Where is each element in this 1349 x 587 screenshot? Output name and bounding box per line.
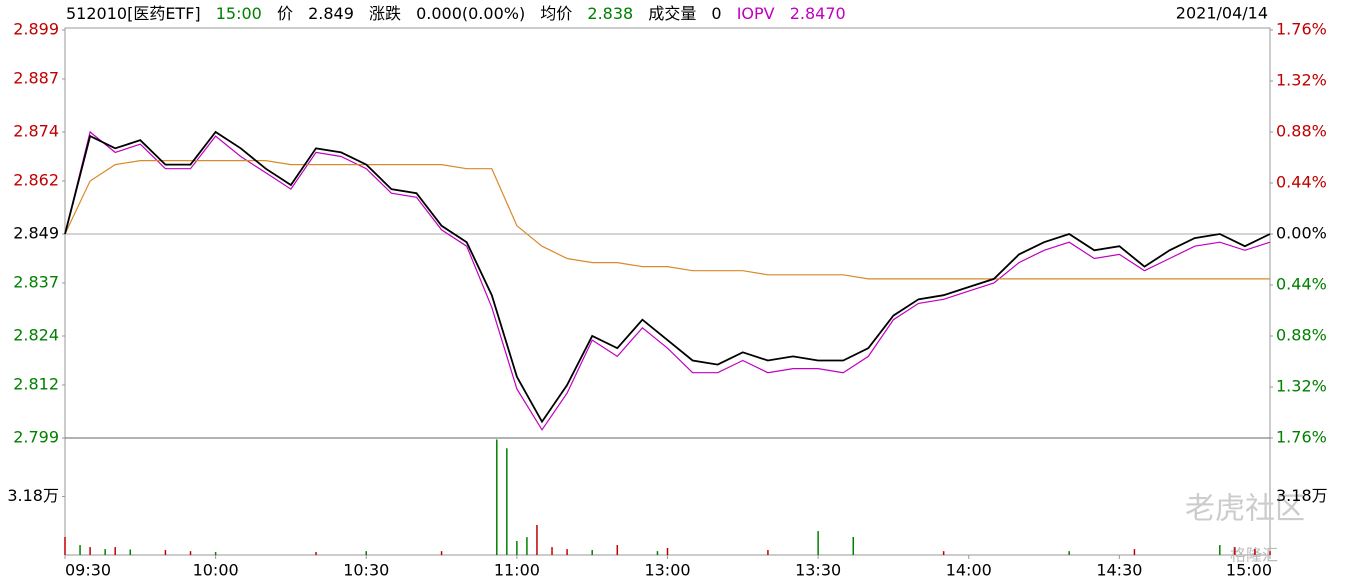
y2-tick-label: 0.44% (1276, 275, 1327, 294)
volume-tick-label: 3.18万 (1276, 486, 1328, 505)
x-tick-label: 14:30 (1096, 561, 1142, 580)
x-tick-label: 13:30 (795, 561, 841, 580)
watermark: 格隆汇 (1230, 546, 1278, 565)
x-tick-label: 10:30 (343, 561, 389, 580)
change: 0.000(0.00%) (416, 4, 525, 23)
x-tick-label: 09:30 (65, 561, 111, 580)
iopv: 2.8470 (790, 4, 846, 23)
y2-tick-label: 0.44% (1276, 173, 1327, 192)
x-tick-label: 13:00 (644, 561, 690, 580)
symbol: 512010[医药ETF] (66, 4, 201, 23)
x-tick-label: 11:00 (494, 561, 540, 580)
y2-tick-label: 0.88% (1276, 326, 1327, 345)
header: 512010[医药ETF] 15:00 价 2.849 涨跌 0.000(0.0… (66, 4, 846, 23)
iopv-label: IOPV (737, 4, 775, 23)
y-tick-label: 2.887 (13, 68, 59, 87)
time: 15:00 (216, 4, 262, 23)
y2-tick-label: 1.32% (1276, 377, 1327, 396)
y-tick-label: 2.862 (13, 170, 59, 189)
watermark: 老虎社区 (1185, 492, 1305, 527)
price-label: 价 (277, 4, 293, 23)
series-line (64, 130, 1271, 424)
y2-tick-label: 0.88% (1276, 122, 1327, 141)
volume: 0 (711, 4, 721, 23)
y2-tick-label: 0.00% (1276, 224, 1327, 243)
y2-tick-label: 1.32% (1276, 71, 1327, 90)
series-line (64, 130, 1271, 431)
date: 2021/04/14 (1176, 4, 1268, 23)
series-line (64, 160, 1270, 280)
y-tick-label: 2.849 (13, 224, 59, 243)
avg-label: 均价 (540, 4, 572, 23)
y-tick-label: 2.837 (13, 272, 59, 291)
x-tick-label: 14:00 (946, 561, 992, 580)
volume-tick-label: 3.18万 (7, 486, 59, 505)
price: 2.849 (308, 4, 354, 23)
y-tick-label: 2.899 (13, 20, 59, 39)
y-tick-label: 2.799 (13, 428, 59, 447)
x-tick-label: 10:00 (193, 561, 239, 580)
y2-tick-label: 1.76% (1276, 20, 1327, 39)
y-tick-label: 2.812 (13, 374, 59, 393)
y-tick-label: 2.824 (13, 326, 59, 345)
volume-label: 成交量 (648, 4, 696, 23)
x-tick-label: 15:00 (1226, 561, 1272, 580)
y2-tick-label: 1.76% (1276, 428, 1327, 447)
change-label: 涨跌 (369, 4, 401, 23)
plot-frame (64, 27, 1271, 556)
avg: 2.838 (587, 4, 633, 23)
y-tick-label: 2.874 (13, 122, 59, 141)
